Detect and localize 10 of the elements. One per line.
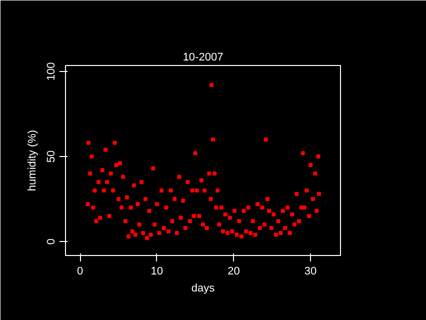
y-tick-label: 100: [46, 62, 58, 81]
y-axis-title: humidity (%): [26, 130, 38, 192]
x-tick-label: 20: [228, 266, 240, 278]
x-axis-title: days: [191, 282, 216, 294]
y-tick-label: 0: [46, 238, 58, 245]
x-tick-label: 0: [77, 266, 84, 278]
x-tick-label: 10: [150, 266, 164, 278]
y-tick-label: 50: [46, 150, 58, 163]
chart-title: 10-2007: [182, 52, 224, 64]
x-tick-label: 30: [304, 266, 317, 278]
